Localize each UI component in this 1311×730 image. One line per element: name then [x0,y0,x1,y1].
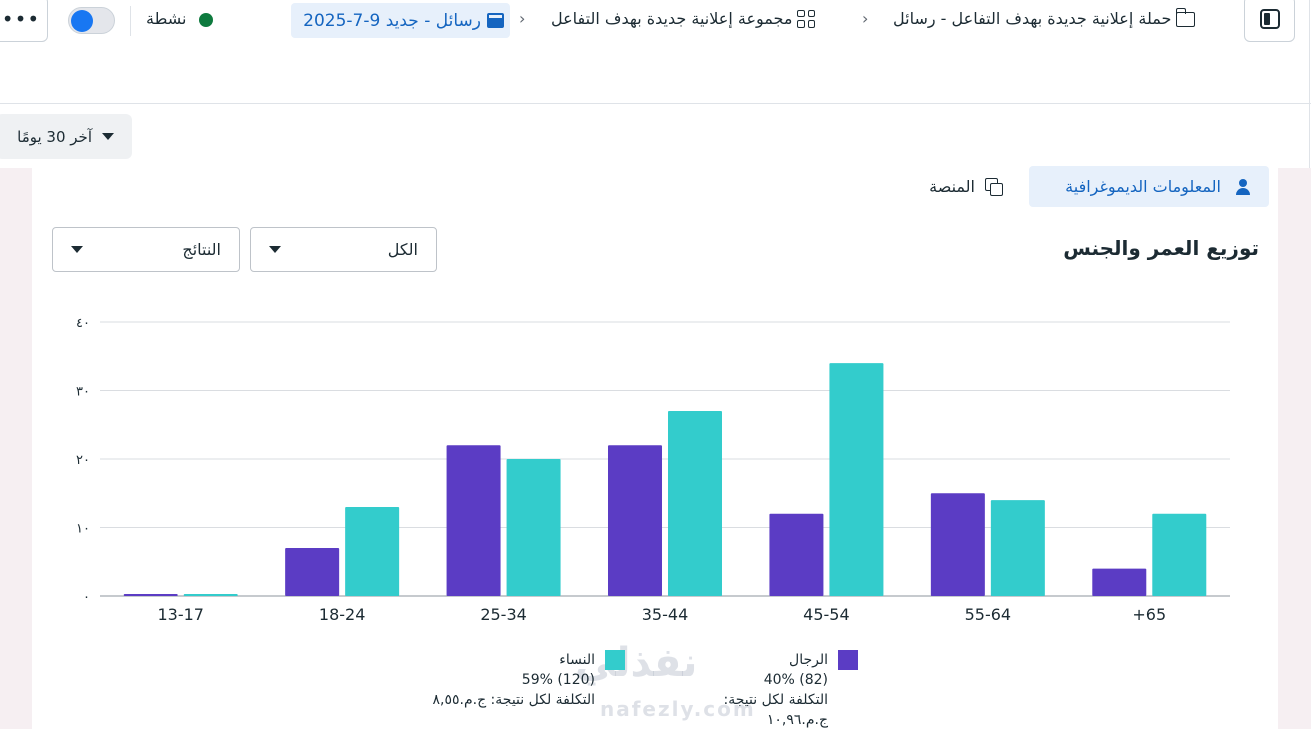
y-tick-label: ٣٠ [76,385,90,400]
legend-women-swatch [605,650,625,670]
breadcrumb-campaign[interactable]: حملة إعلانية جديدة بهدف التفاعل - رسائل [893,8,1196,28]
legend-men-name: الرجال [789,652,828,668]
section-title: توزيع العمر والجنس [1063,236,1259,260]
bar-men [1092,568,1147,596]
bar-men [446,445,501,596]
grid-icon [797,9,816,28]
x-tick-label: 55-64 [965,605,1012,624]
more-options-button[interactable]: ••• [0,0,48,42]
date-range-label: آخر 30 يومًا [17,127,92,146]
legend-women-name: النساء [559,652,595,668]
status-dot-icon [199,13,213,27]
caret-down-icon [269,246,281,253]
toggle-sidebar-button[interactable] [1244,0,1295,42]
watermark-logo: نفذلي [575,640,698,686]
watermark-url: nafezly.com [600,697,756,721]
metric-filter-dropdown[interactable]: النتائج [52,227,240,272]
status-toggle[interactable] [68,7,115,34]
folder-icon [1175,8,1196,27]
tab-platform[interactable]: المنصة [900,166,1010,207]
bar-men [285,548,340,596]
bar-women [829,363,884,596]
tab-demographics[interactable]: المعلومات الديموغرافية [1029,166,1269,207]
bar-men [769,513,824,596]
breadcrumb-ad[interactable]: رسائل - جديد 9-7-2025 [291,3,510,38]
legend-women-cost: التكلفة لكل نتيجة: ج.م.٨,٥٥ [432,692,595,708]
legend-men[interactable]: الرجال 40% (82) التكلفة لكل نتيجة: ج.م.١… [700,650,828,730]
bar-women [1152,513,1207,596]
divider [130,6,131,36]
age-gender-bar-chart: ٠ ١٠ ٢٠ ٣٠ ٤٠ 13-17 18-24 25-34 35-44 45-54 55-64 +… [76,316,1230,624]
y-tick-label: ٠ [83,590,90,605]
toggle-knob [71,10,93,32]
chevron-left-icon: › [519,9,526,28]
status-label: نشطة [146,9,187,28]
breadcrumb-ad-label: رسائل - جديد 9-7-2025 [303,10,481,31]
breadcrumb-ad-set-label: مجموعة إعلانية جديدة بهدف التفاعل [551,9,793,28]
x-tick-label: 45-54 [803,605,850,624]
metric-filter-value: النتائج [182,240,221,259]
breadcrumb-ad-set[interactable]: مجموعة إعلانية جديدة بهدف التفاعل [551,9,816,28]
bar-men [930,493,985,596]
top-bar: ••• نشطة رسائل - جديد 9-7-2025 › مجموعة … [0,0,1311,104]
bar-men [123,593,178,596]
y-tick-label: ٢٠ [76,453,90,468]
audience-filter-value: الكل [387,240,418,259]
chevron-left-icon: › [862,9,869,28]
copy-icon [985,178,1003,196]
tab-demographics-label: المعلومات الديموغرافية [1065,177,1221,196]
legend-men-cost: التكلفة لكل نتيجة: ج.م.١٠,٩٦ [723,692,828,728]
legend-women[interactable]: النساء 59% (120) التكلفة لكل نتيجة: ج.م.… [420,650,595,710]
tab-platform-label: المنصة [929,177,975,196]
x-tick-label: 35-44 [642,605,689,624]
legend-women-share: 59% (120) [521,672,595,688]
x-tick-label: 18-24 [319,605,366,624]
bar-women [668,411,722,596]
x-tick-label: 25-34 [480,605,526,624]
legend-men-swatch [838,650,858,670]
legend-men-share: 40% (82) [763,672,828,688]
people-icon [1231,178,1251,195]
bar-women [506,459,561,596]
x-tick-label: +65 [1132,605,1166,624]
y-tick-label: ١٠ [76,522,90,537]
bar-women [345,506,400,596]
bar-women [183,593,238,596]
bar-women [990,500,1045,596]
ad-icon [487,13,504,28]
sidebar-panel-icon [1259,9,1280,29]
breadcrumb-campaign-label: حملة إعلانية جديدة بهدف التفاعل - رسائل [893,9,1172,28]
caret-down-icon [71,246,83,253]
audience-filter-dropdown[interactable]: الكل [250,227,437,272]
bar-men [608,445,662,596]
x-tick-label: 13-17 [157,605,204,624]
caret-down-icon [102,133,114,140]
y-tick-label: ٤٠ [76,316,90,331]
date-range-dropdown[interactable]: آخر 30 يومًا [0,114,132,159]
